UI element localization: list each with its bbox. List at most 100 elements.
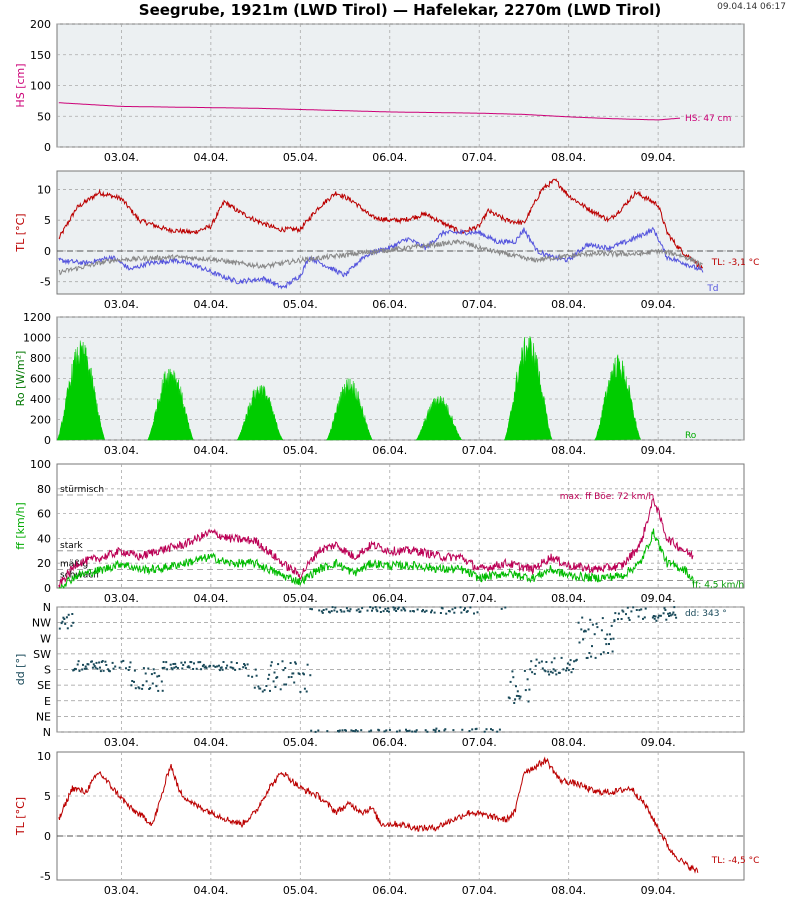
direction-point [199, 661, 202, 664]
direction-point [277, 663, 280, 666]
direction-point [294, 662, 297, 665]
direction-point [357, 608, 360, 611]
direction-point [374, 606, 377, 609]
direction-point [607, 652, 610, 654]
direction-point [253, 686, 256, 689]
direction-point [64, 622, 67, 625]
panel-6: 03.04. 04.04. 05.04. 06.04. 07.04. 08.04. 09.0… [14, 750, 759, 897]
direction-point [526, 678, 529, 681]
direction-point [642, 617, 644, 620]
direction-point [338, 729, 341, 732]
direction-point [586, 656, 589, 659]
direction-point [333, 609, 336, 612]
y-axis-label: Ro [W/m²] [14, 351, 27, 407]
direction-point [94, 666, 97, 669]
direction-point [108, 670, 111, 673]
direction-point [118, 666, 121, 669]
direction-point [622, 610, 625, 613]
direction-point [396, 730, 398, 733]
direction-point [152, 668, 155, 671]
direction-point [355, 609, 358, 612]
x-tick-label: 09.04. [641, 592, 676, 605]
direction-point [567, 669, 570, 672]
direction-point [292, 672, 295, 675]
direction-point [582, 638, 585, 641]
direction-point [221, 668, 224, 671]
direction-point [229, 666, 232, 669]
panel-4: 03.04. 04.04. 05.04. 06.04. 07.04. 08.04. 09.0… [14, 458, 745, 605]
direction-point [388, 610, 390, 613]
direction-point [172, 663, 175, 665]
direction-point [322, 609, 325, 611]
direction-point [98, 661, 101, 664]
direction-point [434, 729, 437, 732]
x-tick-label: 08.04. [551, 444, 586, 457]
x-tick-label: 08.04. [551, 592, 586, 605]
direction-point [311, 608, 313, 611]
direction-point [469, 606, 472, 609]
direction-point [174, 662, 177, 665]
direction-point [518, 697, 521, 700]
direction-point [587, 628, 590, 631]
x-tick-label: 06.04. [372, 592, 407, 605]
direction-point [244, 667, 247, 670]
direction-point [60, 622, 63, 625]
radiation-day-area [594, 354, 642, 441]
series-annotation: Ro [685, 431, 697, 441]
direction-point [175, 665, 178, 668]
direction-point [214, 665, 217, 668]
direction-point [668, 615, 670, 617]
direction-point [142, 667, 145, 670]
x-tick-label: 09.04. [641, 884, 676, 897]
direction-point [184, 661, 186, 664]
direction-point [230, 661, 233, 664]
direction-point [294, 661, 297, 664]
direction-point [101, 660, 104, 662]
direction-point [382, 610, 385, 613]
direction-point [540, 660, 543, 663]
x-tick-label: 03.04. [104, 151, 139, 164]
direction-point [138, 687, 141, 690]
y-tick-label: 5 [44, 790, 51, 803]
direction-point [392, 606, 395, 609]
x-tick-label: 06.04. [372, 444, 407, 457]
direction-point [346, 609, 349, 612]
x-tick-label: 09.04. [641, 151, 676, 164]
direction-point [270, 661, 273, 664]
direction-point [610, 624, 613, 627]
x-tick-label: 08.04. [551, 298, 586, 311]
direction-point [99, 666, 101, 669]
direction-point [386, 610, 389, 612]
direction-point [400, 609, 403, 612]
direction-point [541, 667, 544, 670]
direction-point [158, 674, 161, 677]
direction-point [141, 687, 144, 690]
direction-point [602, 651, 605, 654]
direction-point [216, 665, 219, 668]
direction-point [627, 616, 630, 619]
direction-point [149, 687, 152, 690]
direction-point [74, 668, 77, 671]
direction-point [257, 685, 260, 688]
direction-point [238, 668, 241, 671]
series-annotation: dd: 343 ° [685, 609, 727, 619]
direction-point [290, 676, 293, 678]
direction-point [328, 611, 331, 614]
direction-point [293, 681, 296, 684]
radiation-day-area [56, 340, 106, 441]
direction-point [547, 670, 550, 673]
direction-point [570, 671, 573, 674]
direction-point [130, 684, 133, 687]
direction-point [133, 680, 135, 683]
direction-point [155, 685, 158, 688]
direction-point [243, 663, 246, 665]
direction-point [349, 608, 352, 611]
direction-point [145, 680, 148, 683]
direction-point [433, 611, 436, 614]
y-tick-label: 40 [37, 532, 51, 545]
direction-point [496, 730, 499, 733]
direction-point [330, 610, 333, 613]
direction-point [662, 612, 665, 615]
direction-point [398, 729, 401, 732]
direction-point [422, 609, 424, 612]
